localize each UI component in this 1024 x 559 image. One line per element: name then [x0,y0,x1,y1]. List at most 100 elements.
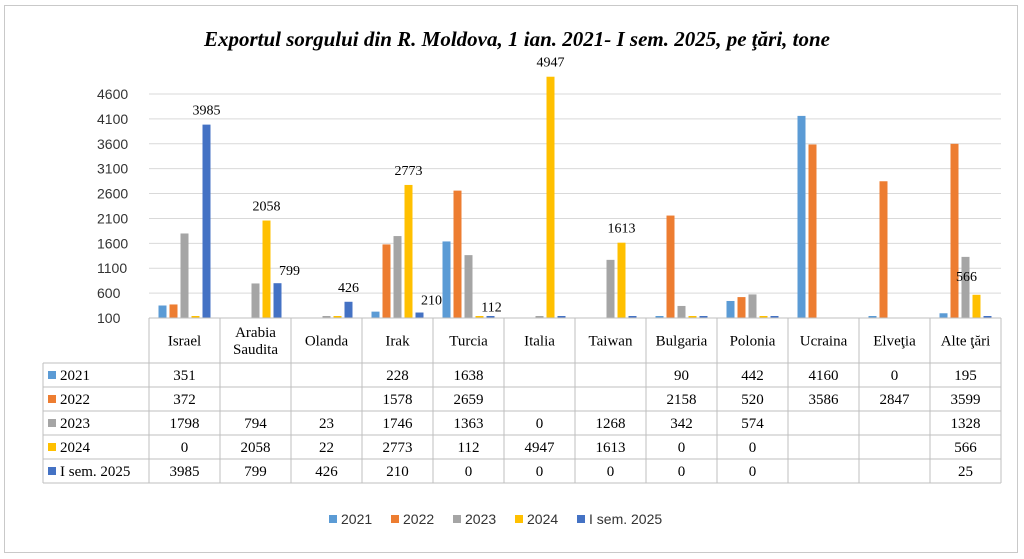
table-cell-i-sem-2025-olanda: 426 [315,464,338,480]
data-label-irak-2024: 2773 [395,164,423,179]
table-cell-2024-israel: 0 [181,440,189,456]
bar-polonia-i-sem-2025 [770,316,779,318]
bars [158,76,992,318]
table-cell-2023-taiwan: 1268 [596,416,626,432]
data-table: Israel Arabia Saudita Olanda Irak Turcia Itali… [42,317,1002,484]
data-label-arabia-saudita-2024: 2058 [253,200,281,215]
table-cell-2024-turcia: 112 [458,440,480,456]
bar-ucraina-2022 [808,144,817,318]
table-cell-2023-olanda: 23 [319,416,334,432]
legend-swatch-2023 [453,515,461,523]
category-label-turcia: Turcia [449,334,488,350]
y-tick-1600: 1600 [97,235,128,251]
table-cell-i-sem-2025-polonia: 0 [749,464,757,480]
y-tick-2100: 2100 [97,210,128,226]
table-cell-2024-polonia: 0 [749,440,757,456]
bar-olanda-2023 [322,316,331,318]
table-cell-2021-elvetia: 0 [891,368,899,384]
category-label-line: Irak [385,334,410,350]
table-cell-2022-ucraina: 3586 [809,392,840,408]
category-label-line: Alte ţări [941,334,991,350]
y-tick-1100: 1100 [97,260,127,276]
bar-irak-2022 [382,244,391,318]
category-label-israel: Israel [168,334,201,350]
bar-alte-tari-i-sem-2025 [983,316,992,318]
y-tick-100: 100 [97,310,121,326]
legend-label-2024: 2024 [527,511,558,527]
table-cell-2023-bulgaria: 342 [670,416,693,432]
table-cell-2024-taiwan: 1613 [596,440,626,456]
y-tick-3100: 3100 [97,161,128,177]
table-cell-2022-bulgaria: 2158 [667,392,697,408]
bar-israel-i-sem-2025 [202,124,211,318]
category-label-ucraina: Ucraina [800,334,848,350]
table-cell-i-sem-2025-alte-tari: 25 [958,464,973,480]
bar-polonia-2021 [726,300,735,318]
table-cell-2023-italia: 0 [536,416,544,432]
bar-elvetia-2021 [868,316,877,318]
table-cell-2023-irak: 1746 [383,416,414,432]
legend-swatch-i-sem-2025 [577,515,585,523]
table-cell-2021-irak: 228 [386,368,409,384]
category-label-line: Polonia [730,334,776,350]
legend-swatch-2024 [515,515,523,523]
data-label-turcia-2024: 112 [481,300,501,315]
bar-bulgaria-2023 [677,305,686,318]
table-cell-2024-italia: 4947 [525,440,556,456]
bar-elvetia-2022 [879,181,888,318]
table-cell-2023-polonia: 574 [741,416,764,432]
table-cell-2023-israel: 1798 [170,416,200,432]
table-row-label-2022: 2022 [60,392,90,408]
category-label-polonia: Polonia [730,334,776,350]
bar-ucraina-2021 [797,115,806,318]
bar-bulgaria-2021 [655,316,664,318]
bar-olanda-i-sem-2025 [344,301,353,318]
legend-label-i-sem-2025: I sem. 2025 [589,511,662,527]
table-cell-2021-polonia: 442 [741,368,764,384]
bar-arabia-saudita-i-sem-2025 [273,283,282,318]
bar-irak-i-sem-2025 [415,312,424,318]
bar-israel-2023 [180,233,189,318]
bar-turcia-2021 [442,241,451,318]
bar-turcia-2024 [475,316,484,318]
category-label-line: Arabia [235,325,276,341]
bar-israel-2024 [191,316,200,318]
bar-arabia-saudita-2024 [262,220,271,318]
table-cell-2024-irak: 2773 [383,440,413,456]
y-tick-4600: 4600 [97,86,128,102]
table-cell-2022-turcia: 2659 [454,392,484,408]
data-label-olanda-i-sem-2025: 426 [338,281,359,296]
bar-bulgaria-i-sem-2025 [699,316,708,318]
bar-irak-2021 [371,311,380,318]
bar-italia-i-sem-2025 [557,316,566,318]
bar-polonia-2024 [759,316,768,318]
data-label-alte-tari-2024: 566 [956,270,977,285]
bar-bulgaria-2022 [666,215,675,318]
category-label-line: Ucraina [800,334,848,350]
bar-irak-2023 [393,236,402,318]
bar-israel-2022 [169,304,178,318]
table-cell-2021-ucraina: 4160 [809,368,839,384]
table-cell-i-sem-2025-israel: 3985 [170,464,200,480]
category-label-olanda: Olanda [305,334,349,350]
y-axis-ticks: 100 600 1100 1600 2100 2600 3100 3600 4100 4600 [97,86,128,326]
category-label-line: Bulgaria [656,334,708,350]
bar-alte-tari-2024 [972,294,981,318]
table-cell-2023-turcia: 1363 [454,416,484,432]
category-label-line: Italia [524,334,555,350]
chart-title: Exportul sorgului din R. Moldova, 1 ian.… [203,27,830,51]
legend-swatch-2022 [391,515,399,523]
y-tick-600: 600 [97,285,121,301]
table-cell-2022-polonia: 520 [741,392,764,408]
table-row-label-2021: 2021 [60,368,90,384]
bar-taiwan-2023 [606,259,615,318]
y-tick-2600: 2600 [97,186,128,202]
data-label-arabia-saudita-i-sem-2025: 799 [279,264,300,279]
table-cell-i-sem-2025-turcia: 0 [465,464,473,480]
bar-bulgaria-2024 [688,316,697,318]
table-cell-2024-alte-tari: 566 [954,440,977,456]
bar-arabia-saudita-2023 [251,283,260,318]
bar-italia-2024 [546,76,555,318]
legend: 2021 2022 2023 2024 I sem. 2025 [329,511,662,527]
table-cell-i-sem-2025-taiwan: 0 [607,464,615,480]
